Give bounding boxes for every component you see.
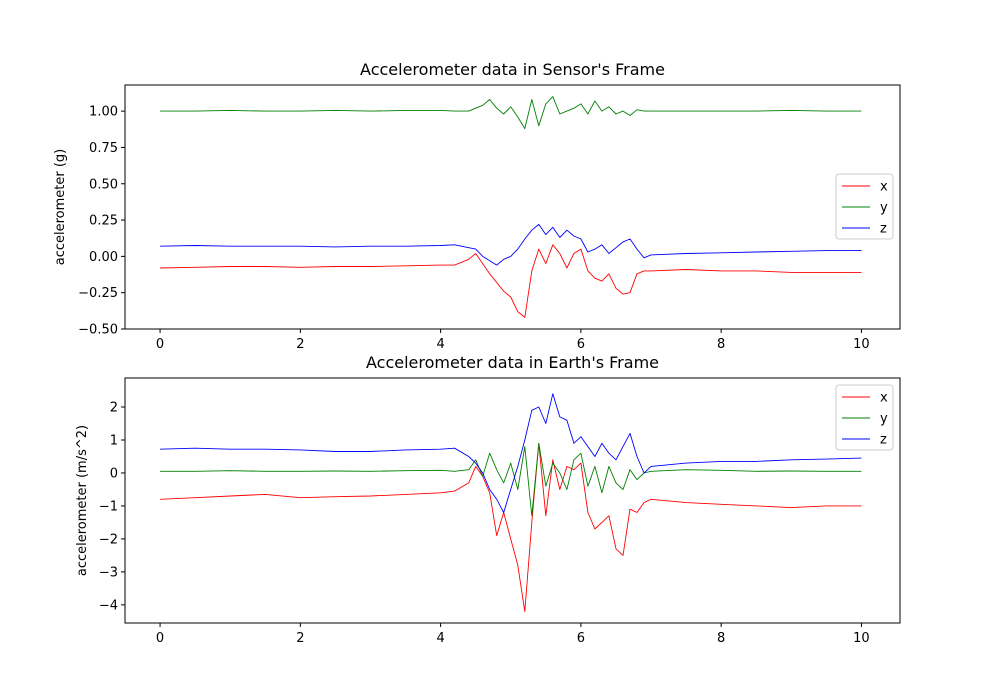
x-tick-label: 2 bbox=[296, 337, 304, 352]
legend-label-x: x bbox=[880, 180, 888, 195]
x-tick-label: 4 bbox=[436, 337, 444, 352]
chart-earth-frame: Accelerometer data in Earth's Frame acce… bbox=[75, 353, 901, 646]
x-tick-label: 6 bbox=[577, 337, 585, 352]
plot-area: 0 2 4 6 8 10 −4 −3 −2 −1 0 1 2 xyz bbox=[99, 377, 901, 646]
series-line-x bbox=[160, 442, 862, 612]
legend-label-z: z bbox=[880, 433, 887, 448]
y-tick-label: −3 bbox=[99, 565, 118, 580]
legend-label-y: y bbox=[880, 201, 888, 216]
y-tick-label: 0 bbox=[110, 466, 118, 481]
y-tick-label: −4 bbox=[99, 598, 118, 613]
series-line-z bbox=[160, 393, 862, 513]
y-tick-label: 2 bbox=[110, 401, 118, 416]
legend-label-y: y bbox=[880, 412, 888, 427]
plot-area: 0 2 4 6 8 10 −0.50 −0.25 0.00 0.25 0.50 0.75 1.00 xyz bbox=[78, 84, 901, 352]
legend-label-x: x bbox=[880, 391, 888, 406]
x-tick-label: 6 bbox=[577, 631, 585, 646]
y-tick-label: 0.75 bbox=[89, 141, 118, 156]
y-axis-label: accelerometer (m/s^2) bbox=[75, 425, 90, 576]
series-line-y bbox=[160, 96, 862, 130]
series-line-z bbox=[160, 223, 862, 266]
x-tick-label: 0 bbox=[156, 631, 164, 646]
y-tick-label: 1.00 bbox=[89, 105, 118, 120]
legend-label-z: z bbox=[880, 222, 887, 237]
x-tick-label: 8 bbox=[717, 337, 725, 352]
y-tick-label: −0.50 bbox=[78, 323, 118, 338]
axes-frame bbox=[124, 377, 901, 624]
x-tick-label: 8 bbox=[717, 631, 725, 646]
x-tick-label: 10 bbox=[853, 631, 870, 646]
y-tick-label: −1 bbox=[99, 499, 118, 514]
x-tick-label: 2 bbox=[296, 631, 304, 646]
x-tick-label: 0 bbox=[156, 337, 164, 352]
legend: xyz bbox=[835, 384, 894, 451]
y-tick-label: 1 bbox=[110, 433, 118, 448]
x-tick-label: 10 bbox=[853, 337, 870, 352]
legend: xyz bbox=[835, 173, 894, 240]
chart-sensor-frame: Accelerometer data in Sensor's Frame acc… bbox=[53, 60, 901, 352]
y-tick-label: −2 bbox=[99, 532, 118, 547]
chart-title: Accelerometer data in Earth's Frame bbox=[366, 353, 659, 372]
y-axis-label: accelerometer (g) bbox=[53, 149, 68, 266]
y-tick-label: 0.00 bbox=[89, 250, 118, 265]
x-tick-label: 4 bbox=[436, 631, 444, 646]
series-line-x bbox=[160, 244, 862, 318]
y-tick-label: 0.50 bbox=[89, 177, 118, 192]
axes-frame bbox=[124, 84, 901, 330]
chart-title: Accelerometer data in Sensor's Frame bbox=[360, 60, 665, 79]
y-tick-label: −0.25 bbox=[78, 286, 118, 301]
y-tick-label: 0.25 bbox=[89, 214, 118, 229]
